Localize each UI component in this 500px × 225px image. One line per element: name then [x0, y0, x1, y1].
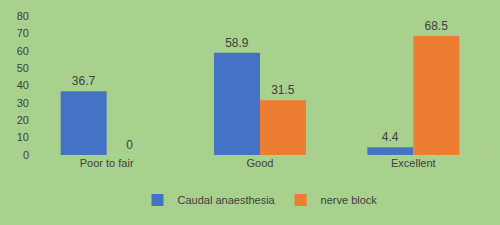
svg-text:70: 70 — [17, 27, 29, 39]
svg-text:10: 10 — [17, 131, 29, 143]
svg-text:4.4: 4.4 — [382, 130, 399, 144]
svg-text:50: 50 — [17, 62, 29, 74]
svg-text:60: 60 — [17, 45, 29, 57]
svg-text:nerve block: nerve block — [321, 194, 378, 206]
svg-text:0: 0 — [126, 138, 133, 152]
svg-text:36.7: 36.7 — [72, 74, 96, 88]
svg-text:Excellent: Excellent — [391, 157, 436, 169]
svg-text:20: 20 — [17, 114, 29, 126]
svg-text:30: 30 — [17, 97, 29, 109]
svg-text:40: 40 — [17, 79, 29, 91]
svg-text:68.5: 68.5 — [424, 19, 448, 33]
svg-text:Good: Good — [247, 157, 274, 169]
svg-text:58.9: 58.9 — [225, 36, 249, 50]
svg-text:0: 0 — [23, 149, 29, 161]
svg-text:Poor to fair: Poor to fair — [80, 157, 134, 169]
svg-text:80: 80 — [17, 10, 29, 22]
svg-text:Caudal anaesthesia: Caudal anaesthesia — [178, 194, 276, 206]
svg-text:31.5: 31.5 — [271, 83, 295, 97]
